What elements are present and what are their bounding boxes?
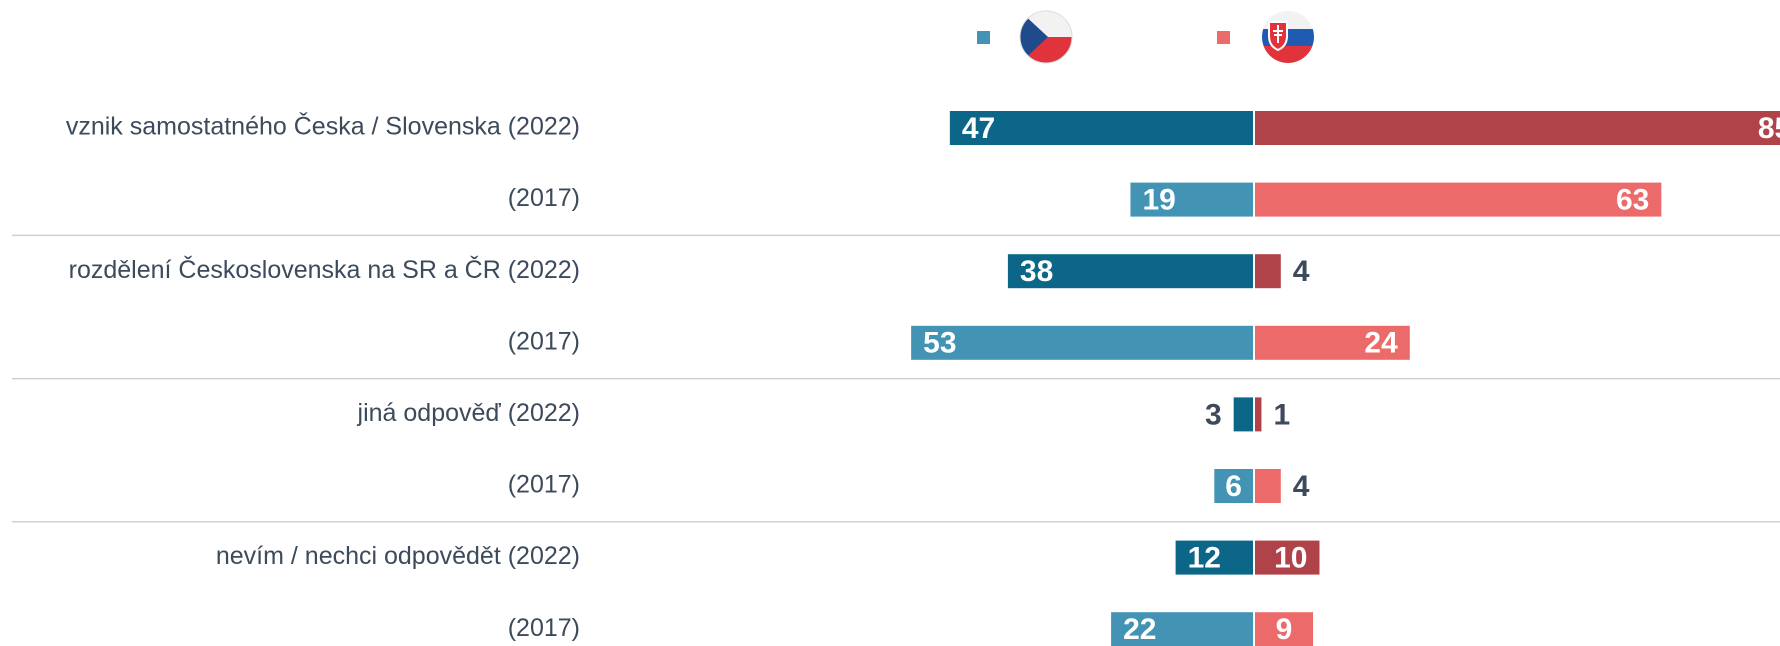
value-label: 10 [1274, 542, 1307, 575]
category-label: (2017) [508, 471, 580, 499]
bar [1255, 111, 1780, 145]
bar [1255, 182, 1662, 217]
value-label: 53 [923, 327, 956, 360]
bar [1111, 612, 1253, 646]
bar [1233, 397, 1253, 432]
category-label: (2017) [508, 184, 580, 212]
bar [949, 111, 1253, 145]
bar [1255, 612, 1314, 646]
value-label: 38 [1020, 255, 1053, 288]
value-label: 6 [1225, 470, 1242, 503]
bar [1255, 540, 1320, 575]
value-label: 9 [1276, 613, 1293, 646]
bar [1214, 469, 1253, 503]
value-label: 4 [1293, 470, 1310, 503]
value-label: 85 [1758, 112, 1780, 145]
flag-sk [1262, 11, 1314, 63]
legend [977, 10, 1314, 64]
legend-swatch [977, 31, 990, 44]
value-label: 24 [1364, 327, 1398, 360]
bar [1255, 469, 1281, 503]
category-label: rozdělení Československa na SR a ČR (202… [69, 255, 580, 284]
value-label: 22 [1123, 613, 1156, 646]
category-label: vznik samostatného Česka / Slovenska (20… [66, 112, 580, 141]
legend-swatch [1217, 31, 1230, 44]
flag-cz [1019, 10, 1073, 64]
category-label: nevím / nechci odpovědět (2022) [216, 542, 580, 570]
value-label: 4 [1293, 255, 1310, 288]
value-label: 3 [1205, 398, 1222, 431]
value-label: 12 [1188, 542, 1221, 575]
bar [911, 325, 1253, 360]
category-label: (2017) [508, 614, 580, 642]
bar [1175, 540, 1253, 575]
category-label: jiná odpověď (2022) [357, 399, 580, 427]
bar [1255, 254, 1281, 289]
value-label: 19 [1142, 184, 1175, 217]
bar [1255, 325, 1410, 360]
value-label: 63 [1616, 184, 1649, 217]
category-label: (2017) [508, 327, 580, 355]
value-label: 47 [962, 112, 995, 145]
value-label: 1 [1273, 398, 1290, 431]
bar [1007, 254, 1253, 289]
bar [1130, 182, 1253, 217]
bar [1255, 397, 1262, 432]
